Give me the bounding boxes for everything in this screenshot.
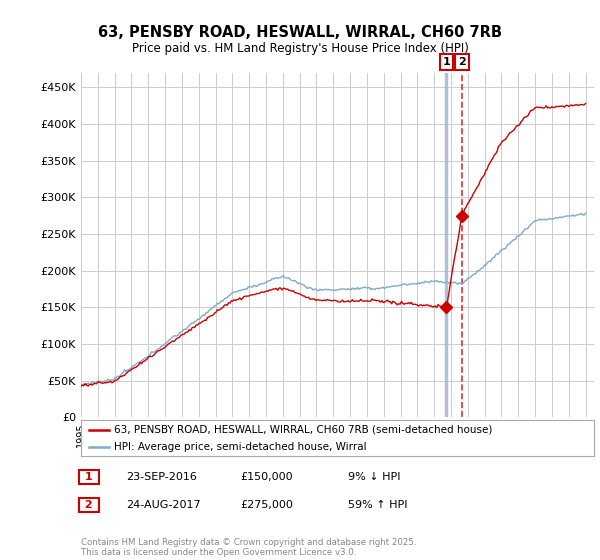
Text: 2: 2 <box>81 500 97 510</box>
Text: 23-SEP-2016: 23-SEP-2016 <box>126 472 197 482</box>
Text: 24-AUG-2017: 24-AUG-2017 <box>126 500 200 510</box>
Text: 1: 1 <box>443 57 451 67</box>
Text: Contains HM Land Registry data © Crown copyright and database right 2025.
This d: Contains HM Land Registry data © Crown c… <box>81 538 416 557</box>
Text: Price paid vs. HM Land Registry's House Price Index (HPI): Price paid vs. HM Land Registry's House … <box>131 42 469 55</box>
Text: 63, PENSBY ROAD, HESWALL, WIRRAL, CH60 7RB (semi-detached house): 63, PENSBY ROAD, HESWALL, WIRRAL, CH60 7… <box>115 425 493 435</box>
Text: 9% ↓ HPI: 9% ↓ HPI <box>348 472 401 482</box>
Text: 2: 2 <box>458 57 466 67</box>
Text: £275,000: £275,000 <box>240 500 293 510</box>
Text: 63, PENSBY ROAD, HESWALL, WIRRAL, CH60 7RB: 63, PENSBY ROAD, HESWALL, WIRRAL, CH60 7… <box>98 25 502 40</box>
Text: 1: 1 <box>81 472 97 482</box>
Text: £150,000: £150,000 <box>240 472 293 482</box>
Text: 59% ↑ HPI: 59% ↑ HPI <box>348 500 407 510</box>
Text: HPI: Average price, semi-detached house, Wirral: HPI: Average price, semi-detached house,… <box>115 442 367 451</box>
